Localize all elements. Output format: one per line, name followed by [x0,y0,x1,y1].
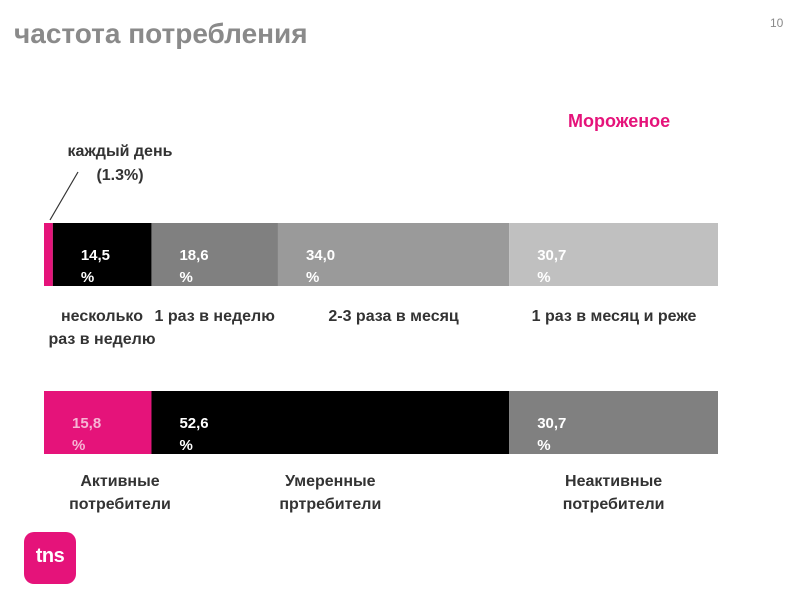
page-title: частота потребления [14,18,308,49]
bar-2-category-label-1: Активные потребители [69,473,171,513]
bar-1-value-label-2: 14,5 % [80,247,111,286]
bar-1-segment-5 [509,223,718,286]
bar-1-category-label-2: несколько раз в неделю [48,308,156,348]
bar-2-segment-3 [509,391,718,454]
bar-2-value-label-1: 15,8 % [72,415,102,454]
bar-2-segment-2 [151,391,510,454]
daily-annotation-line1: каждый день [67,143,173,160]
bar-1-value-label-3: 18,6 % [179,247,209,286]
bar-1-category-label-3: 1 раз в неделю [154,308,275,325]
bar-1-value-label-4: 34,0 % [305,247,336,286]
chart-title: Мороженое [568,111,671,131]
bar-2-category-label-3: Неактивные потребители [562,473,665,513]
bar-1-segment-1 [44,223,53,286]
tns-logo: tns [24,532,76,584]
bar-1-category-label-5: 1 раз в месяц и реже [531,308,697,325]
tns-logo-text: tns [35,545,65,567]
annotation-leader-line [49,171,79,221]
page-number: 10 [770,16,784,30]
bar-1-segment-4 [277,223,510,286]
bar-1-segment-3 [151,223,278,286]
bar-1-value-label-5: 30,7 % [537,247,567,286]
bar-1-segment-2 [52,223,152,286]
bar-2-category-label-2: Умеренные пртребители [279,473,382,513]
bar-1-category-label-4: 2-3 раза в месяц [328,308,459,325]
daily-annotation: каждый день (1.3%) [50,140,190,188]
bar-2-segment-1 [44,391,152,454]
daily-annotation-line2: (1.3%) [96,167,144,184]
bar-2-value-label-3: 30,7 % [537,415,567,454]
bar-2-value-label-2: 52,6 % [179,415,209,454]
